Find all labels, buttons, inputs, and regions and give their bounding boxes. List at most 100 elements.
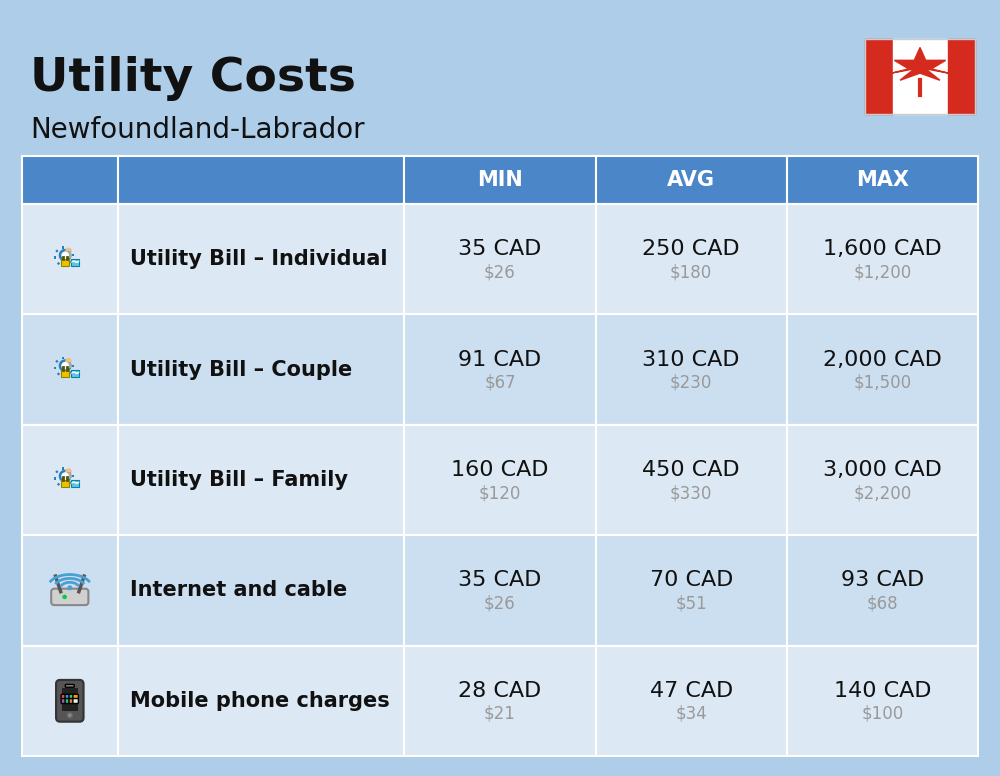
Bar bbox=[118, 156, 404, 204]
Bar bbox=[57, 483, 60, 486]
Bar bbox=[68, 469, 71, 472]
FancyBboxPatch shape bbox=[65, 698, 71, 704]
Bar bbox=[54, 256, 56, 258]
Text: Utility Bill – Family: Utility Bill – Family bbox=[130, 470, 348, 490]
Text: $21: $21 bbox=[484, 705, 516, 722]
Bar bbox=[68, 359, 71, 362]
Text: ~: ~ bbox=[70, 477, 81, 490]
Bar bbox=[69, 371, 73, 374]
Circle shape bbox=[62, 473, 68, 480]
Bar bbox=[118, 535, 404, 646]
Text: Utility Costs: Utility Costs bbox=[30, 56, 356, 101]
FancyBboxPatch shape bbox=[69, 698, 74, 704]
Bar bbox=[71, 259, 79, 266]
Bar bbox=[62, 247, 64, 249]
Bar bbox=[69, 260, 73, 264]
Circle shape bbox=[66, 248, 71, 254]
Text: 3,000 CAD: 3,000 CAD bbox=[823, 460, 942, 480]
Text: 450 CAD: 450 CAD bbox=[642, 460, 740, 480]
FancyBboxPatch shape bbox=[65, 695, 71, 699]
FancyBboxPatch shape bbox=[61, 695, 67, 699]
Text: $120: $120 bbox=[479, 484, 521, 502]
Bar bbox=[22, 535, 118, 646]
Text: 70 CAD: 70 CAD bbox=[650, 570, 733, 591]
Text: 35 CAD: 35 CAD bbox=[458, 239, 542, 259]
Bar bbox=[64, 485, 66, 487]
Circle shape bbox=[68, 586, 72, 590]
Bar bbox=[596, 314, 787, 424]
Bar bbox=[596, 204, 787, 314]
Bar bbox=[404, 424, 596, 535]
Circle shape bbox=[62, 362, 68, 369]
Bar bbox=[62, 467, 64, 469]
Circle shape bbox=[66, 469, 71, 474]
Text: Newfoundland-Labrador: Newfoundland-Labrador bbox=[30, 116, 365, 144]
Bar bbox=[404, 646, 596, 756]
Text: 91 CAD: 91 CAD bbox=[458, 350, 542, 369]
Bar bbox=[61, 369, 69, 377]
Text: $26: $26 bbox=[484, 263, 516, 281]
FancyBboxPatch shape bbox=[56, 680, 84, 722]
Text: $100: $100 bbox=[861, 705, 904, 722]
Bar bbox=[72, 365, 74, 367]
Polygon shape bbox=[892, 47, 948, 80]
Text: 35 CAD: 35 CAD bbox=[458, 570, 542, 591]
Text: 2,000 CAD: 2,000 CAD bbox=[823, 350, 942, 369]
Bar bbox=[57, 372, 60, 376]
Bar bbox=[596, 156, 787, 204]
Text: Utility Bill – Couple: Utility Bill – Couple bbox=[130, 359, 352, 379]
Bar bbox=[404, 314, 596, 424]
Text: 47 CAD: 47 CAD bbox=[650, 681, 733, 701]
Circle shape bbox=[67, 713, 72, 718]
Bar bbox=[66, 251, 71, 258]
Bar bbox=[596, 424, 787, 535]
Text: Utility Bill – Individual: Utility Bill – Individual bbox=[130, 249, 387, 269]
Text: $1,200: $1,200 bbox=[853, 263, 912, 281]
Bar bbox=[22, 646, 118, 756]
Bar bbox=[64, 375, 66, 377]
Text: 310 CAD: 310 CAD bbox=[642, 350, 740, 369]
Bar bbox=[61, 259, 69, 266]
Bar bbox=[55, 470, 59, 473]
Text: $26: $26 bbox=[484, 594, 516, 612]
Bar bbox=[61, 480, 69, 487]
Bar bbox=[57, 262, 60, 265]
Bar bbox=[22, 156, 118, 204]
Bar bbox=[948, 39, 975, 113]
Bar bbox=[62, 688, 78, 711]
Bar bbox=[22, 314, 118, 424]
Bar bbox=[22, 204, 118, 314]
Bar bbox=[22, 424, 118, 535]
FancyBboxPatch shape bbox=[61, 698, 67, 704]
Text: Internet and cable: Internet and cable bbox=[130, 580, 347, 601]
Text: $67: $67 bbox=[484, 373, 516, 392]
Bar bbox=[69, 481, 73, 484]
Bar bbox=[404, 156, 596, 204]
Bar bbox=[54, 477, 56, 480]
FancyBboxPatch shape bbox=[73, 698, 78, 704]
Text: ~: ~ bbox=[70, 256, 81, 269]
Circle shape bbox=[59, 470, 71, 482]
Circle shape bbox=[63, 595, 66, 598]
Bar bbox=[596, 646, 787, 756]
Text: 93 CAD: 93 CAD bbox=[841, 570, 924, 591]
Text: $34: $34 bbox=[675, 705, 707, 722]
Text: Mobile phone charges: Mobile phone charges bbox=[130, 691, 389, 711]
Bar bbox=[72, 255, 74, 256]
Bar bbox=[55, 249, 59, 253]
Text: 28 CAD: 28 CAD bbox=[458, 681, 542, 701]
Text: $51: $51 bbox=[675, 594, 707, 612]
Text: 1,600 CAD: 1,600 CAD bbox=[823, 239, 942, 259]
Bar bbox=[54, 367, 56, 369]
Text: $180: $180 bbox=[670, 263, 712, 281]
Bar bbox=[596, 535, 787, 646]
FancyBboxPatch shape bbox=[73, 695, 78, 699]
Circle shape bbox=[59, 360, 71, 372]
Text: $230: $230 bbox=[670, 373, 712, 392]
Text: $68: $68 bbox=[867, 594, 898, 612]
Bar bbox=[118, 314, 404, 424]
Bar bbox=[865, 39, 893, 113]
FancyBboxPatch shape bbox=[65, 684, 74, 688]
Bar bbox=[787, 535, 978, 646]
Bar bbox=[787, 314, 978, 424]
